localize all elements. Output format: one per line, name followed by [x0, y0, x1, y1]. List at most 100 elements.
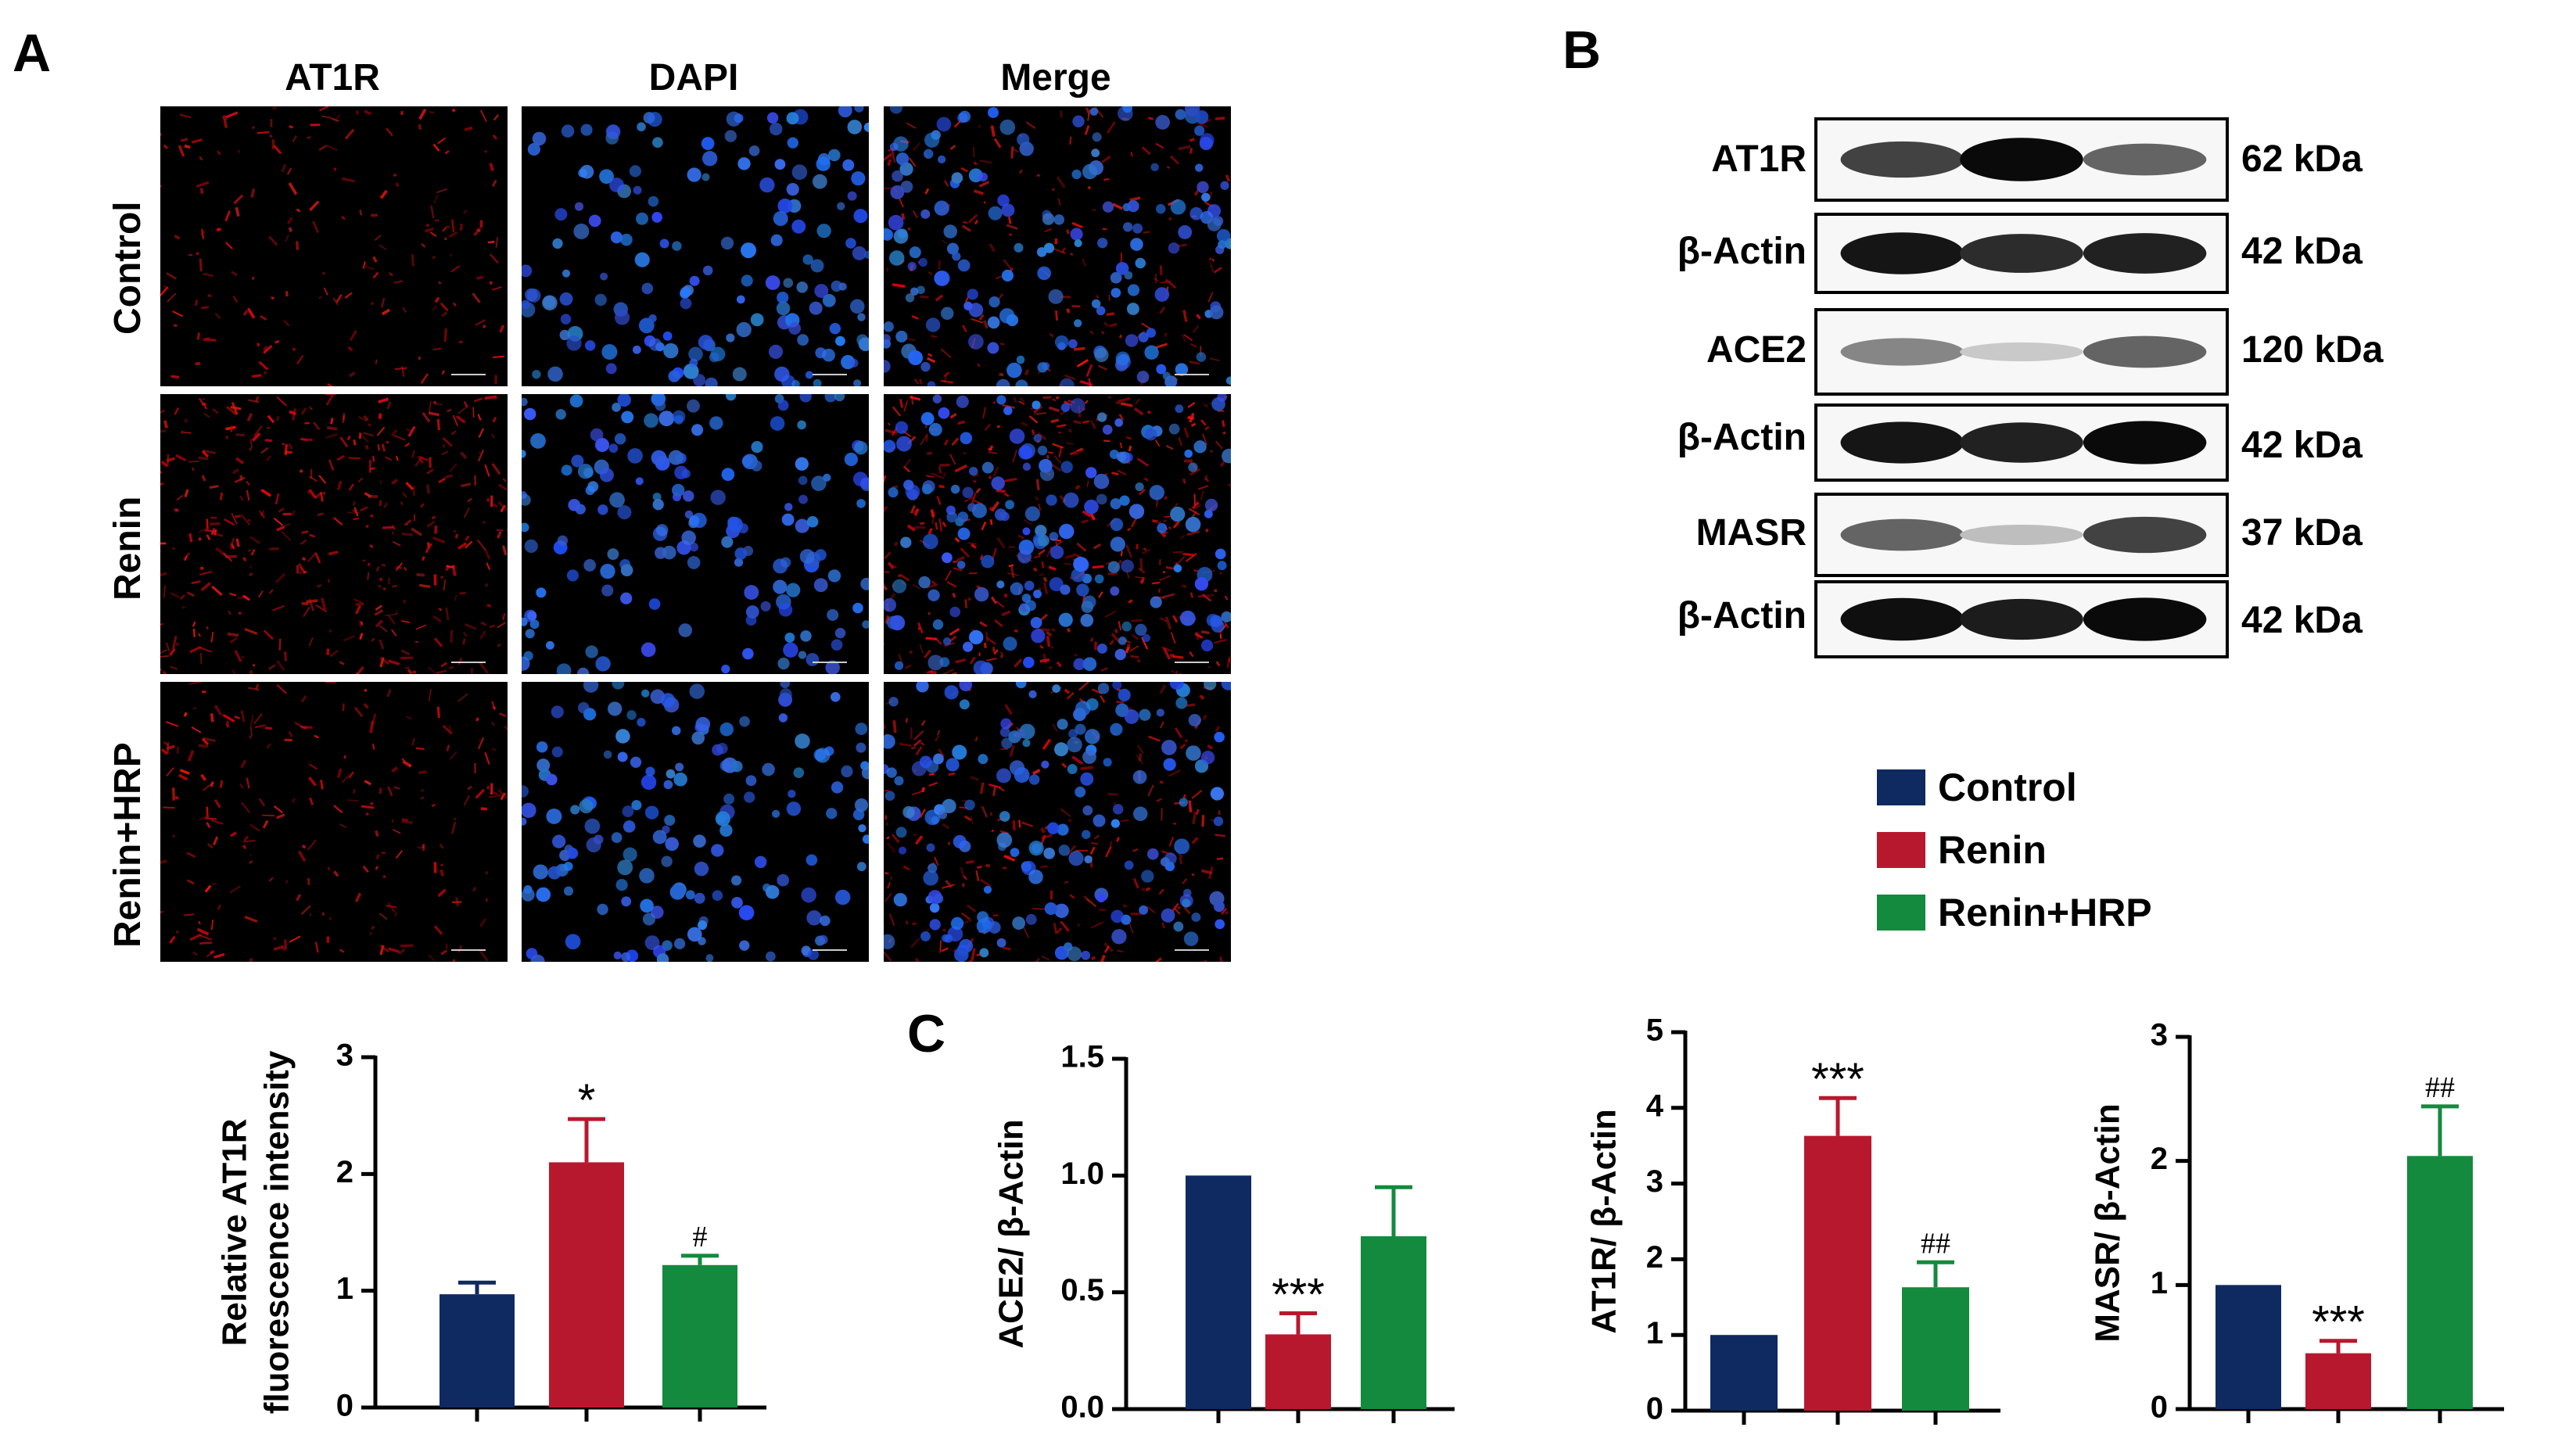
blot-kda-2: 42 kDa	[2241, 231, 2363, 272]
y-axis-label: ACE2/ β-Actin	[992, 1119, 1031, 1348]
legend-swatch-renin	[1877, 832, 1925, 868]
micrograph-renin-hrp-at1r	[160, 682, 508, 962]
bar-control	[1710, 1335, 1778, 1411]
blot-label-ace2: ACE2	[1706, 329, 1807, 371]
y-axis-label-line: ACE2/ β-Actin	[992, 1119, 1031, 1348]
y-axis-label: Relative AT1R fluorescence intensity	[219, 1050, 296, 1414]
y-tick-label: 1	[2151, 1266, 2168, 1300]
micrograph-image	[884, 394, 1231, 674]
micrograph-renin-dapi	[522, 394, 869, 674]
row-label-renin-hrp: Renin+HRP	[107, 742, 149, 948]
bar-renin	[549, 1162, 624, 1408]
chart-ace2: ACE2/ β-Actin 0.0 0.5 1.0 1.5 ***	[992, 1040, 1455, 1425]
micrograph-renin-merge	[884, 394, 1231, 674]
legend-item-renin: Renin	[1877, 827, 2047, 873]
y-axis-label: MASR/ β-Actin	[2089, 1103, 2127, 1343]
chart-at1r: AT1R/ β-Actin 0 1 2 3 4 5 *** ##	[1585, 1017, 2000, 1426]
blot-image-beta-actin-3	[1814, 580, 2229, 658]
column-header-merge: Merge	[1000, 57, 1111, 99]
blot-bands	[1840, 516, 2207, 554]
panel-letter-c: C	[907, 1004, 946, 1063]
bar-renin	[1804, 1135, 1871, 1411]
legend-swatch-control	[1877, 769, 1925, 805]
blot-image-at1r	[1814, 117, 2229, 202]
y-tick-label: 0	[1646, 1392, 1663, 1426]
y-tick-label: 5	[1646, 1017, 1663, 1048]
y-axis-label-line: Relative AT1R	[219, 1119, 254, 1347]
blot-image-beta-actin-1	[1814, 213, 2229, 294]
y-tick-label: 3	[336, 1038, 353, 1073]
significance-label: ***	[1272, 1270, 1325, 1321]
blot-kda-6: 42 kDa	[2241, 600, 2363, 641]
bar-control	[1186, 1175, 1251, 1409]
blot-image-beta-actin-2	[1814, 403, 2229, 482]
blot-bands	[1840, 138, 2207, 181]
blot-bands	[1840, 335, 2207, 368]
legend-item-renin-hrp: Renin+HRP	[1877, 890, 2152, 935]
y-tick-label: 1.5	[1060, 1040, 1104, 1074]
micrograph-control-dapi	[522, 106, 869, 386]
bar-control	[2216, 1285, 2281, 1409]
blot-label-beta-actin-1: β-Actin	[1677, 231, 1807, 272]
legend-item-control: Control	[1877, 765, 2077, 810]
y-tick-label: 3	[1646, 1164, 1663, 1199]
blot-bands	[1840, 232, 2207, 274]
blot-kda-4: 42 kDa	[2241, 425, 2363, 466]
y-axis-label-line: fluorescence intensity	[258, 1050, 296, 1414]
micrograph-image	[160, 394, 508, 674]
legend-label-renin: Renin	[1938, 828, 2047, 872]
y-tick-label: 1	[1646, 1316, 1663, 1350]
y-tick-label: 2	[1646, 1240, 1663, 1275]
bar-control	[440, 1294, 515, 1408]
y-axis-label-line: AT1R/ β-Actin	[1585, 1109, 1624, 1334]
y-axis-label-line: MASR/ β-Actin	[2089, 1103, 2127, 1343]
blot-bands	[1840, 421, 2207, 464]
legend-swatch-renin-hrp	[1877, 895, 1925, 931]
y-tick-label: 2	[2151, 1142, 2168, 1176]
blot-label-beta-actin-2: β-Actin	[1677, 417, 1807, 458]
significance-label: ##	[1921, 1227, 1950, 1260]
chart-masr: MASR/ β-Actin 0 1 2 3 *** ##	[2089, 1018, 2504, 1425]
micrograph-image	[522, 106, 869, 386]
significance-label: ***	[1811, 1054, 1864, 1105]
significance-label: #	[693, 1221, 708, 1253]
micrograph-renin-hrp-merge	[884, 682, 1231, 962]
micrograph-image	[160, 106, 505, 386]
micrograph-renin-hrp-dapi	[522, 682, 869, 962]
bar-renin	[2305, 1353, 2371, 1409]
significance-label: ##	[2425, 1071, 2455, 1104]
significance-label: ***	[2312, 1297, 2365, 1348]
blot-label-masr: MASR	[1695, 512, 1807, 554]
row-label-control: Control	[107, 201, 149, 335]
micrograph-renin-at1r	[160, 394, 508, 674]
bar-renin-hrp	[1902, 1287, 1969, 1411]
row-label-renin: Renin	[107, 496, 149, 601]
panel-letter-b: B	[1563, 20, 1602, 80]
y-tick-label: 4	[1646, 1088, 1664, 1123]
legend-label-renin-hrp: Renin+HRP	[1938, 891, 2152, 934]
blot-kda-1: 62 kDa	[2241, 138, 2363, 180]
y-tick-label: 1.0	[1060, 1157, 1104, 1191]
column-header-at1r: AT1R	[285, 57, 380, 99]
blot-label-beta-actin-3: β-Actin	[1677, 595, 1807, 637]
blot-label-at1r: AT1R	[1711, 138, 1807, 180]
micrograph-image	[160, 682, 508, 962]
significance-label: *	[578, 1075, 596, 1126]
bar-renin-hrp	[662, 1264, 737, 1408]
micrograph-image	[522, 682, 869, 962]
y-tick-label: 0	[2151, 1390, 2168, 1425]
micrograph-control-at1r	[160, 106, 508, 386]
y-axis-label: AT1R/ β-Actin	[1585, 1109, 1624, 1334]
blot-image-ace2	[1814, 308, 2229, 396]
y-tick-label: 3	[2151, 1018, 2168, 1053]
bar-renin	[1265, 1334, 1331, 1409]
micrograph-image	[884, 106, 1231, 386]
blot-kda-5: 37 kDa	[2241, 512, 2363, 554]
panel-letter-a: A	[13, 23, 52, 83]
micrograph-control-merge	[884, 106, 1231, 386]
legend-label-control: Control	[1938, 766, 2077, 809]
y-tick-label: 0	[336, 1389, 353, 1423]
column-header-dapi: DAPI	[648, 57, 739, 99]
y-tick-label: 1	[336, 1271, 353, 1306]
bar-renin-hrp	[2407, 1156, 2473, 1409]
